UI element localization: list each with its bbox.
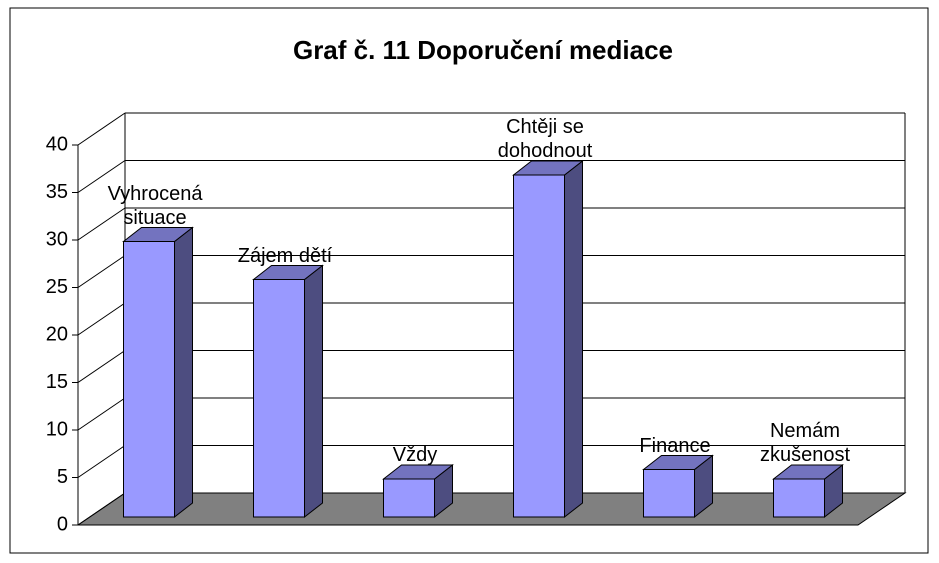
bar xyxy=(383,478,435,518)
bar-top xyxy=(512,160,584,176)
y-tick-label: 25 xyxy=(46,276,68,298)
data-label: Vyhrocená situace xyxy=(107,182,203,229)
bar-top xyxy=(772,464,844,480)
data-label: Zájem dětí xyxy=(237,244,333,267)
grid-line xyxy=(77,492,126,526)
data-label: Vždy xyxy=(392,444,438,466)
bar-side xyxy=(304,264,323,519)
grid-line xyxy=(77,302,126,336)
bar-side xyxy=(564,159,583,519)
bar xyxy=(643,469,695,518)
y-tick-label: 10 xyxy=(46,418,68,440)
bar xyxy=(773,478,825,518)
data-label: Finance xyxy=(639,434,711,457)
y-tick-label: 35 xyxy=(46,181,68,203)
bar-top xyxy=(122,227,194,242)
y-tick-label: 5 xyxy=(57,466,68,488)
grid-line xyxy=(77,255,126,288)
data-label: Nemám zkušenost xyxy=(759,420,851,466)
y-tick-label: 20 xyxy=(46,323,68,345)
bar-top xyxy=(382,464,454,480)
chart-title: Graf č. 11 Doporučení mediace xyxy=(293,35,673,65)
grid-line xyxy=(77,350,126,383)
bar xyxy=(123,241,175,518)
y-tick-label: 40 xyxy=(46,133,68,155)
bar-top xyxy=(252,265,324,280)
y-tick-label: 30 xyxy=(46,228,68,250)
grid-line xyxy=(77,207,126,241)
grid-line xyxy=(77,160,126,193)
grid-line xyxy=(77,397,126,431)
grid-line xyxy=(77,445,126,478)
y-tick-label: 15 xyxy=(46,371,68,393)
y-tick-label: 0 xyxy=(57,513,68,535)
bar xyxy=(513,174,565,518)
bar-side xyxy=(174,226,193,519)
data-label: Chtěji se dohodnout xyxy=(497,116,593,162)
bar xyxy=(253,279,305,518)
grid-line xyxy=(77,112,126,146)
bar-top xyxy=(642,455,714,470)
